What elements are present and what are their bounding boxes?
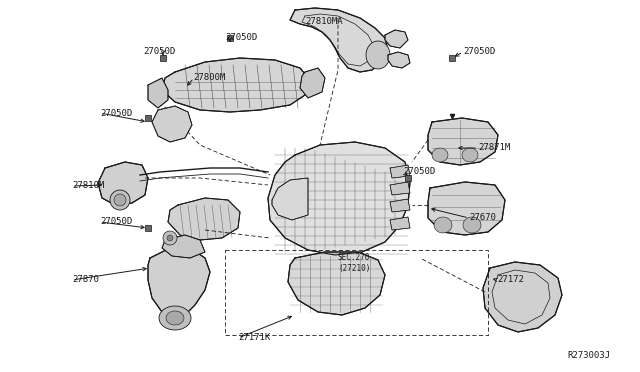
Polygon shape [388, 52, 410, 68]
Polygon shape [288, 252, 385, 315]
Polygon shape [462, 148, 478, 162]
Polygon shape [366, 41, 390, 69]
Polygon shape [432, 148, 448, 162]
Polygon shape [390, 217, 410, 230]
Text: 27870: 27870 [72, 276, 99, 285]
Polygon shape [148, 248, 210, 318]
Polygon shape [162, 235, 205, 258]
Text: 27050D: 27050D [100, 109, 132, 118]
Text: 27871M: 27871M [478, 144, 510, 153]
Polygon shape [434, 217, 452, 233]
Bar [145, 225, 151, 231]
Text: 27050D: 27050D [463, 48, 495, 57]
Polygon shape [483, 262, 562, 332]
Polygon shape [428, 118, 498, 165]
Bar [227, 35, 233, 41]
Text: R273003J: R273003J [567, 350, 610, 359]
Bar [405, 175, 411, 181]
Text: 27670: 27670 [469, 214, 496, 222]
Text: 27050D: 27050D [225, 32, 257, 42]
Polygon shape [463, 217, 481, 233]
Polygon shape [390, 182, 410, 195]
Polygon shape [390, 165, 410, 178]
Polygon shape [152, 106, 192, 142]
Polygon shape [168, 198, 240, 240]
Bar [449, 55, 455, 61]
Polygon shape [167, 235, 173, 241]
Polygon shape [428, 182, 505, 235]
Bar [145, 115, 151, 121]
Polygon shape [159, 306, 191, 330]
Text: 27800M: 27800M [193, 74, 225, 83]
Text: 27050D: 27050D [403, 167, 435, 176]
Text: 27050D: 27050D [143, 48, 175, 57]
Polygon shape [110, 190, 130, 210]
Polygon shape [162, 58, 310, 112]
Polygon shape [163, 231, 177, 245]
Polygon shape [290, 8, 388, 72]
Polygon shape [390, 199, 410, 212]
Polygon shape [385, 30, 408, 48]
Text: 27810M: 27810M [72, 182, 104, 190]
Text: 27050D: 27050D [100, 218, 132, 227]
Text: 27171K: 27171K [238, 334, 270, 343]
Polygon shape [114, 194, 126, 206]
Text: 27172: 27172 [497, 276, 524, 285]
Polygon shape [272, 178, 308, 220]
Polygon shape [166, 311, 184, 325]
Polygon shape [268, 142, 410, 255]
Text: 27810MA: 27810MA [305, 17, 342, 26]
Polygon shape [148, 78, 168, 108]
Text: SEC.270
(27210): SEC.270 (27210) [338, 253, 371, 273]
Polygon shape [300, 68, 325, 98]
Bar [160, 55, 166, 61]
Polygon shape [98, 162, 148, 205]
